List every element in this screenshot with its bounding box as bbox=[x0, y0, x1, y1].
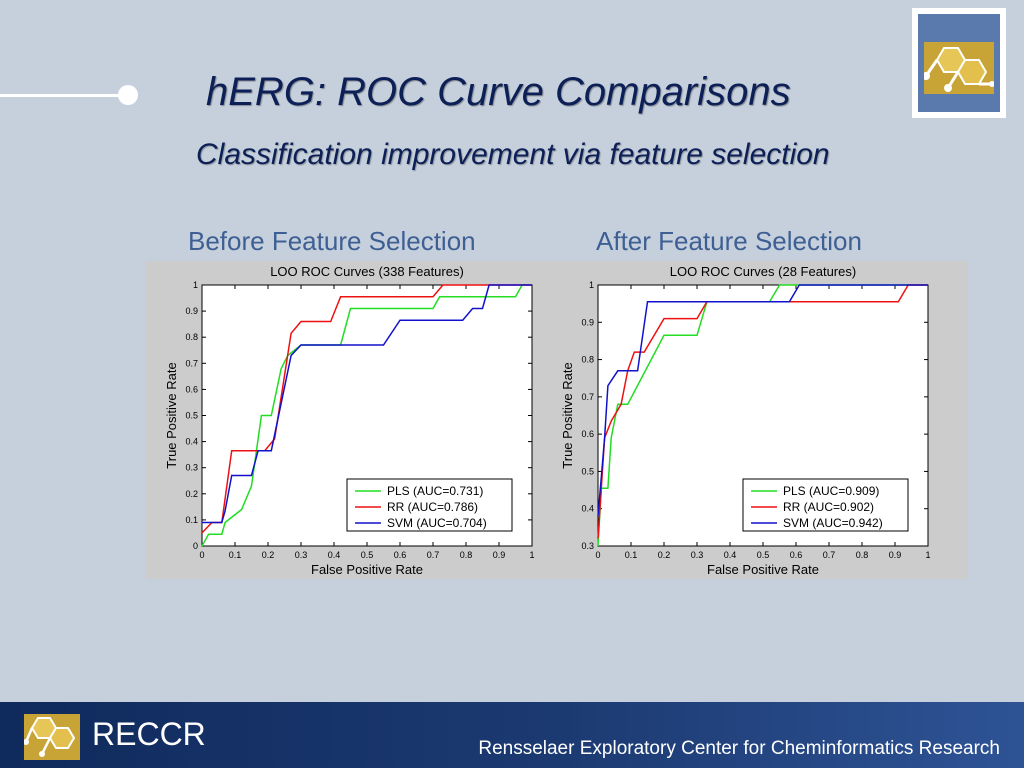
y-tick-label: 0.3 bbox=[185, 463, 198, 473]
y-tick-label: 0.9 bbox=[185, 306, 198, 316]
footer-bar: RECCR Rensselaer Exploratory Center for … bbox=[0, 702, 1024, 768]
y-tick-label: 0.5 bbox=[185, 411, 198, 421]
x-tick-label: 0.2 bbox=[262, 550, 275, 560]
y-axis-label: True Positive Rate bbox=[164, 362, 179, 468]
legend-label-pls: PLS (AUC=0.909) bbox=[783, 484, 879, 498]
x-tick-label: 0 bbox=[199, 550, 204, 560]
x-tick-label: 0.9 bbox=[889, 550, 902, 560]
x-tick-label: 0.6 bbox=[394, 550, 407, 560]
y-tick-label: 0.9 bbox=[581, 317, 594, 327]
y-tick-label: 0.5 bbox=[581, 466, 594, 476]
x-tick-label: 0.3 bbox=[691, 550, 704, 560]
x-tick-label: 0.2 bbox=[658, 550, 671, 560]
x-tick-label: 0.6 bbox=[790, 550, 803, 560]
x-tick-label: 0.7 bbox=[427, 550, 440, 560]
y-tick-label: 1 bbox=[193, 280, 198, 290]
decorative-dot bbox=[118, 85, 138, 105]
chart-title: LOO ROC Curves (28 Features) bbox=[670, 264, 856, 279]
footer-organization: Rensselaer Exploratory Center for Chemin… bbox=[478, 738, 1000, 759]
charts-panel: LOO ROC Curves (338 Features) 0 0.1 0.2 0.3 0… bbox=[146, 261, 968, 579]
roc-line-svm bbox=[597, 284, 928, 517]
y-tick-label: 0.2 bbox=[185, 489, 198, 499]
y-tick-label: 0.3 bbox=[581, 541, 594, 551]
legend-label-svm: SVM (AUC=0.704) bbox=[387, 516, 487, 530]
decorative-line bbox=[0, 94, 128, 97]
y-axis-label: True Positive Rate bbox=[560, 362, 575, 468]
roc-line-svm bbox=[202, 284, 532, 524]
x-axis-label: False Positive Rate bbox=[311, 562, 423, 577]
y-tick-label: 0.1 bbox=[185, 515, 198, 525]
roc-chart-338-features: LOO ROC Curves (338 Features) 0 0.1 0.2 0.3 0… bbox=[164, 264, 535, 577]
x-tick-label: 0.7 bbox=[823, 550, 836, 560]
legend-label-svm: SVM (AUC=0.942) bbox=[783, 516, 883, 530]
x-tick-label: 0.9 bbox=[493, 550, 506, 560]
footer-brand: RECCR bbox=[92, 716, 206, 752]
x-tick-label: 0 bbox=[595, 550, 600, 560]
x-tick-label: 0.1 bbox=[229, 550, 242, 560]
y-tick-label: 1 bbox=[589, 280, 594, 290]
y-tick-label: 0.8 bbox=[185, 332, 198, 342]
x-tick-label: 0.5 bbox=[361, 550, 374, 560]
slide-title: hERG: ROC Curve Comparisons bbox=[206, 70, 791, 114]
roc-chart-28-features: LOO ROC Curves (28 Features) 0 0.1 0.2 0.3 0.… bbox=[560, 264, 931, 577]
slide-subtitle: Classification improvement via feature s… bbox=[196, 138, 830, 171]
y-tick-label: 0.8 bbox=[581, 355, 594, 365]
legend-label-pls: PLS (AUC=0.731) bbox=[387, 484, 483, 498]
x-tick-label: 0.4 bbox=[328, 550, 341, 560]
y-tick-label: 0.7 bbox=[581, 392, 594, 402]
y-tick-label: 0.4 bbox=[581, 504, 594, 514]
x-tick-label: 0.4 bbox=[724, 550, 737, 560]
roc-line-pls bbox=[597, 284, 928, 547]
y-tick-label: 0.6 bbox=[581, 429, 594, 439]
x-tick-label: 0.8 bbox=[856, 550, 869, 560]
legend-label-rr: RR (AUC=0.902) bbox=[783, 500, 874, 514]
chart-title: LOO ROC Curves (338 Features) bbox=[270, 264, 464, 279]
molecule-logo bbox=[912, 8, 1006, 118]
y-tick-label: 0.4 bbox=[185, 437, 198, 447]
x-tick-label: 0.1 bbox=[625, 550, 638, 560]
molecule-icon bbox=[924, 42, 994, 94]
x-tick-label: 1 bbox=[925, 550, 930, 560]
legend-label-rr: RR (AUC=0.786) bbox=[387, 500, 478, 514]
x-tick-label: 1 bbox=[529, 550, 534, 560]
x-tick-label: 0.5 bbox=[757, 550, 770, 560]
y-tick-label: 0.7 bbox=[185, 358, 198, 368]
y-tick-label: 0 bbox=[193, 541, 198, 551]
y-tick-label: 0.6 bbox=[185, 384, 198, 394]
x-axis-label: False Positive Rate bbox=[707, 562, 819, 577]
x-tick-label: 0.8 bbox=[460, 550, 473, 560]
caption-before: Before Feature Selection bbox=[188, 226, 476, 256]
reccr-logo-icon bbox=[24, 714, 80, 760]
caption-after: After Feature Selection bbox=[596, 226, 862, 256]
roc-line-rr bbox=[597, 284, 928, 539]
roc-line-pls bbox=[201, 284, 532, 547]
x-tick-label: 0.3 bbox=[295, 550, 308, 560]
